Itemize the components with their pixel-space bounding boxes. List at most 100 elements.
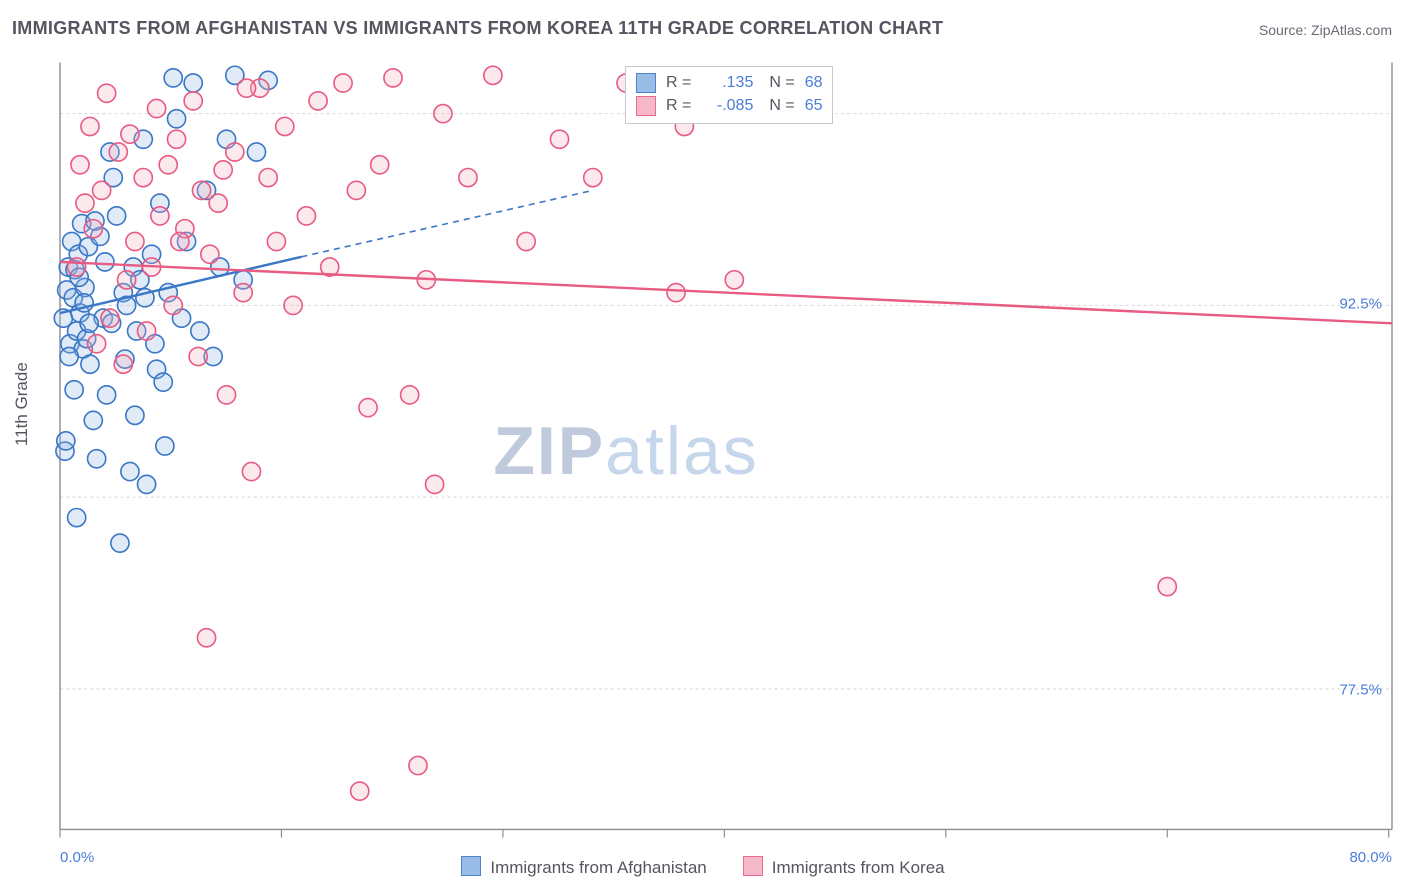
data-point xyxy=(297,207,315,225)
data-point xyxy=(84,220,102,238)
data-point xyxy=(184,92,202,110)
source-attribution: Source: ZipAtlas.com xyxy=(1259,22,1392,38)
data-point xyxy=(88,335,106,353)
data-point xyxy=(725,271,743,289)
chart-title: IMMIGRANTS FROM AFGHANISTAN VS IMMIGRANT… xyxy=(12,18,943,39)
data-point xyxy=(197,629,215,647)
data-point xyxy=(109,143,127,161)
legend-item[interactable]: Immigrants from Afghanistan xyxy=(461,856,706,878)
data-point xyxy=(111,534,129,552)
data-point xyxy=(351,782,369,800)
y-axis-label: 11th Grade xyxy=(12,362,32,446)
data-point xyxy=(154,373,172,391)
data-point xyxy=(226,143,244,161)
n-value: 68 xyxy=(805,71,823,94)
data-point xyxy=(334,74,352,92)
data-point xyxy=(156,437,174,455)
data-point xyxy=(171,232,189,250)
data-point xyxy=(68,508,86,526)
data-point xyxy=(121,462,139,480)
data-point xyxy=(201,245,219,263)
r-label: R = xyxy=(666,94,691,117)
source-link[interactable]: ZipAtlas.com xyxy=(1311,22,1392,38)
data-point xyxy=(81,355,99,373)
r-value: -.085 xyxy=(701,94,753,117)
data-point xyxy=(121,125,139,143)
data-point xyxy=(284,296,302,314)
data-point xyxy=(98,84,116,102)
legend-label: Immigrants from Korea xyxy=(772,858,945,877)
trend-line-extrapolation xyxy=(301,190,592,256)
y-tick-label: 92.5% xyxy=(1339,296,1382,313)
correlation-row: R =.135N =68 xyxy=(636,71,822,94)
data-point xyxy=(134,169,152,187)
data-point xyxy=(517,232,535,250)
correlation-row: R = -.085 N = 65 xyxy=(636,94,822,117)
data-point xyxy=(81,117,99,135)
data-point xyxy=(409,756,427,774)
data-point xyxy=(80,314,98,332)
data-point xyxy=(347,181,365,199)
data-point xyxy=(309,92,327,110)
data-point xyxy=(550,130,568,148)
data-point xyxy=(98,386,116,404)
data-point xyxy=(118,271,136,289)
n-label: N = xyxy=(769,71,794,94)
data-point xyxy=(214,161,232,179)
data-point xyxy=(108,207,126,225)
data-point xyxy=(184,74,202,92)
legend-label: Immigrants from Afghanistan xyxy=(490,858,706,877)
data-point xyxy=(126,406,144,424)
data-point xyxy=(147,99,165,117)
data-point xyxy=(114,355,132,373)
legend-swatch-icon xyxy=(461,856,481,876)
data-point xyxy=(484,66,502,84)
data-point xyxy=(96,253,114,271)
data-point xyxy=(191,322,209,340)
data-point xyxy=(426,475,444,493)
data-point xyxy=(237,79,255,97)
data-point xyxy=(401,386,419,404)
bottom-series-legend: Immigrants from Afghanistan Immigrants fr… xyxy=(0,856,1406,878)
data-point xyxy=(57,432,75,450)
data-point xyxy=(68,258,86,276)
data-point xyxy=(164,69,182,87)
legend-swatch-icon xyxy=(743,856,763,876)
data-point xyxy=(217,386,235,404)
data-point xyxy=(209,194,227,212)
data-point xyxy=(167,130,185,148)
data-point xyxy=(60,347,78,365)
data-point xyxy=(259,169,277,187)
data-point xyxy=(164,296,182,314)
data-point xyxy=(584,169,602,187)
data-point xyxy=(371,156,389,174)
n-label: N = xyxy=(769,94,794,117)
data-point xyxy=(267,232,285,250)
data-point xyxy=(242,462,260,480)
data-point xyxy=(459,169,477,187)
y-tick-label: 77.5% xyxy=(1339,682,1382,699)
legend-item[interactable]: Immigrants from Korea xyxy=(743,856,945,878)
data-point xyxy=(192,181,210,199)
legend-swatch-icon xyxy=(636,73,656,93)
data-point xyxy=(1158,578,1176,596)
data-point xyxy=(434,105,452,123)
r-label: R = xyxy=(666,71,691,94)
data-point xyxy=(234,284,252,302)
source-prefix: Source: xyxy=(1259,22,1311,38)
scatter-plot-svg xyxy=(60,60,1392,832)
data-point xyxy=(384,69,402,87)
data-point xyxy=(126,232,144,250)
legend-swatch-icon xyxy=(636,96,656,116)
data-point xyxy=(667,284,685,302)
data-point xyxy=(71,156,89,174)
data-point xyxy=(276,117,294,135)
trend-line xyxy=(60,262,1392,323)
data-point xyxy=(167,110,185,128)
data-point xyxy=(65,381,83,399)
n-value: 65 xyxy=(805,94,823,117)
chart-area: ZIPatlas R =.135N =68R =-.085N =65 77.5%… xyxy=(60,60,1392,832)
data-point xyxy=(76,194,94,212)
data-point xyxy=(84,411,102,429)
data-point xyxy=(359,399,377,417)
